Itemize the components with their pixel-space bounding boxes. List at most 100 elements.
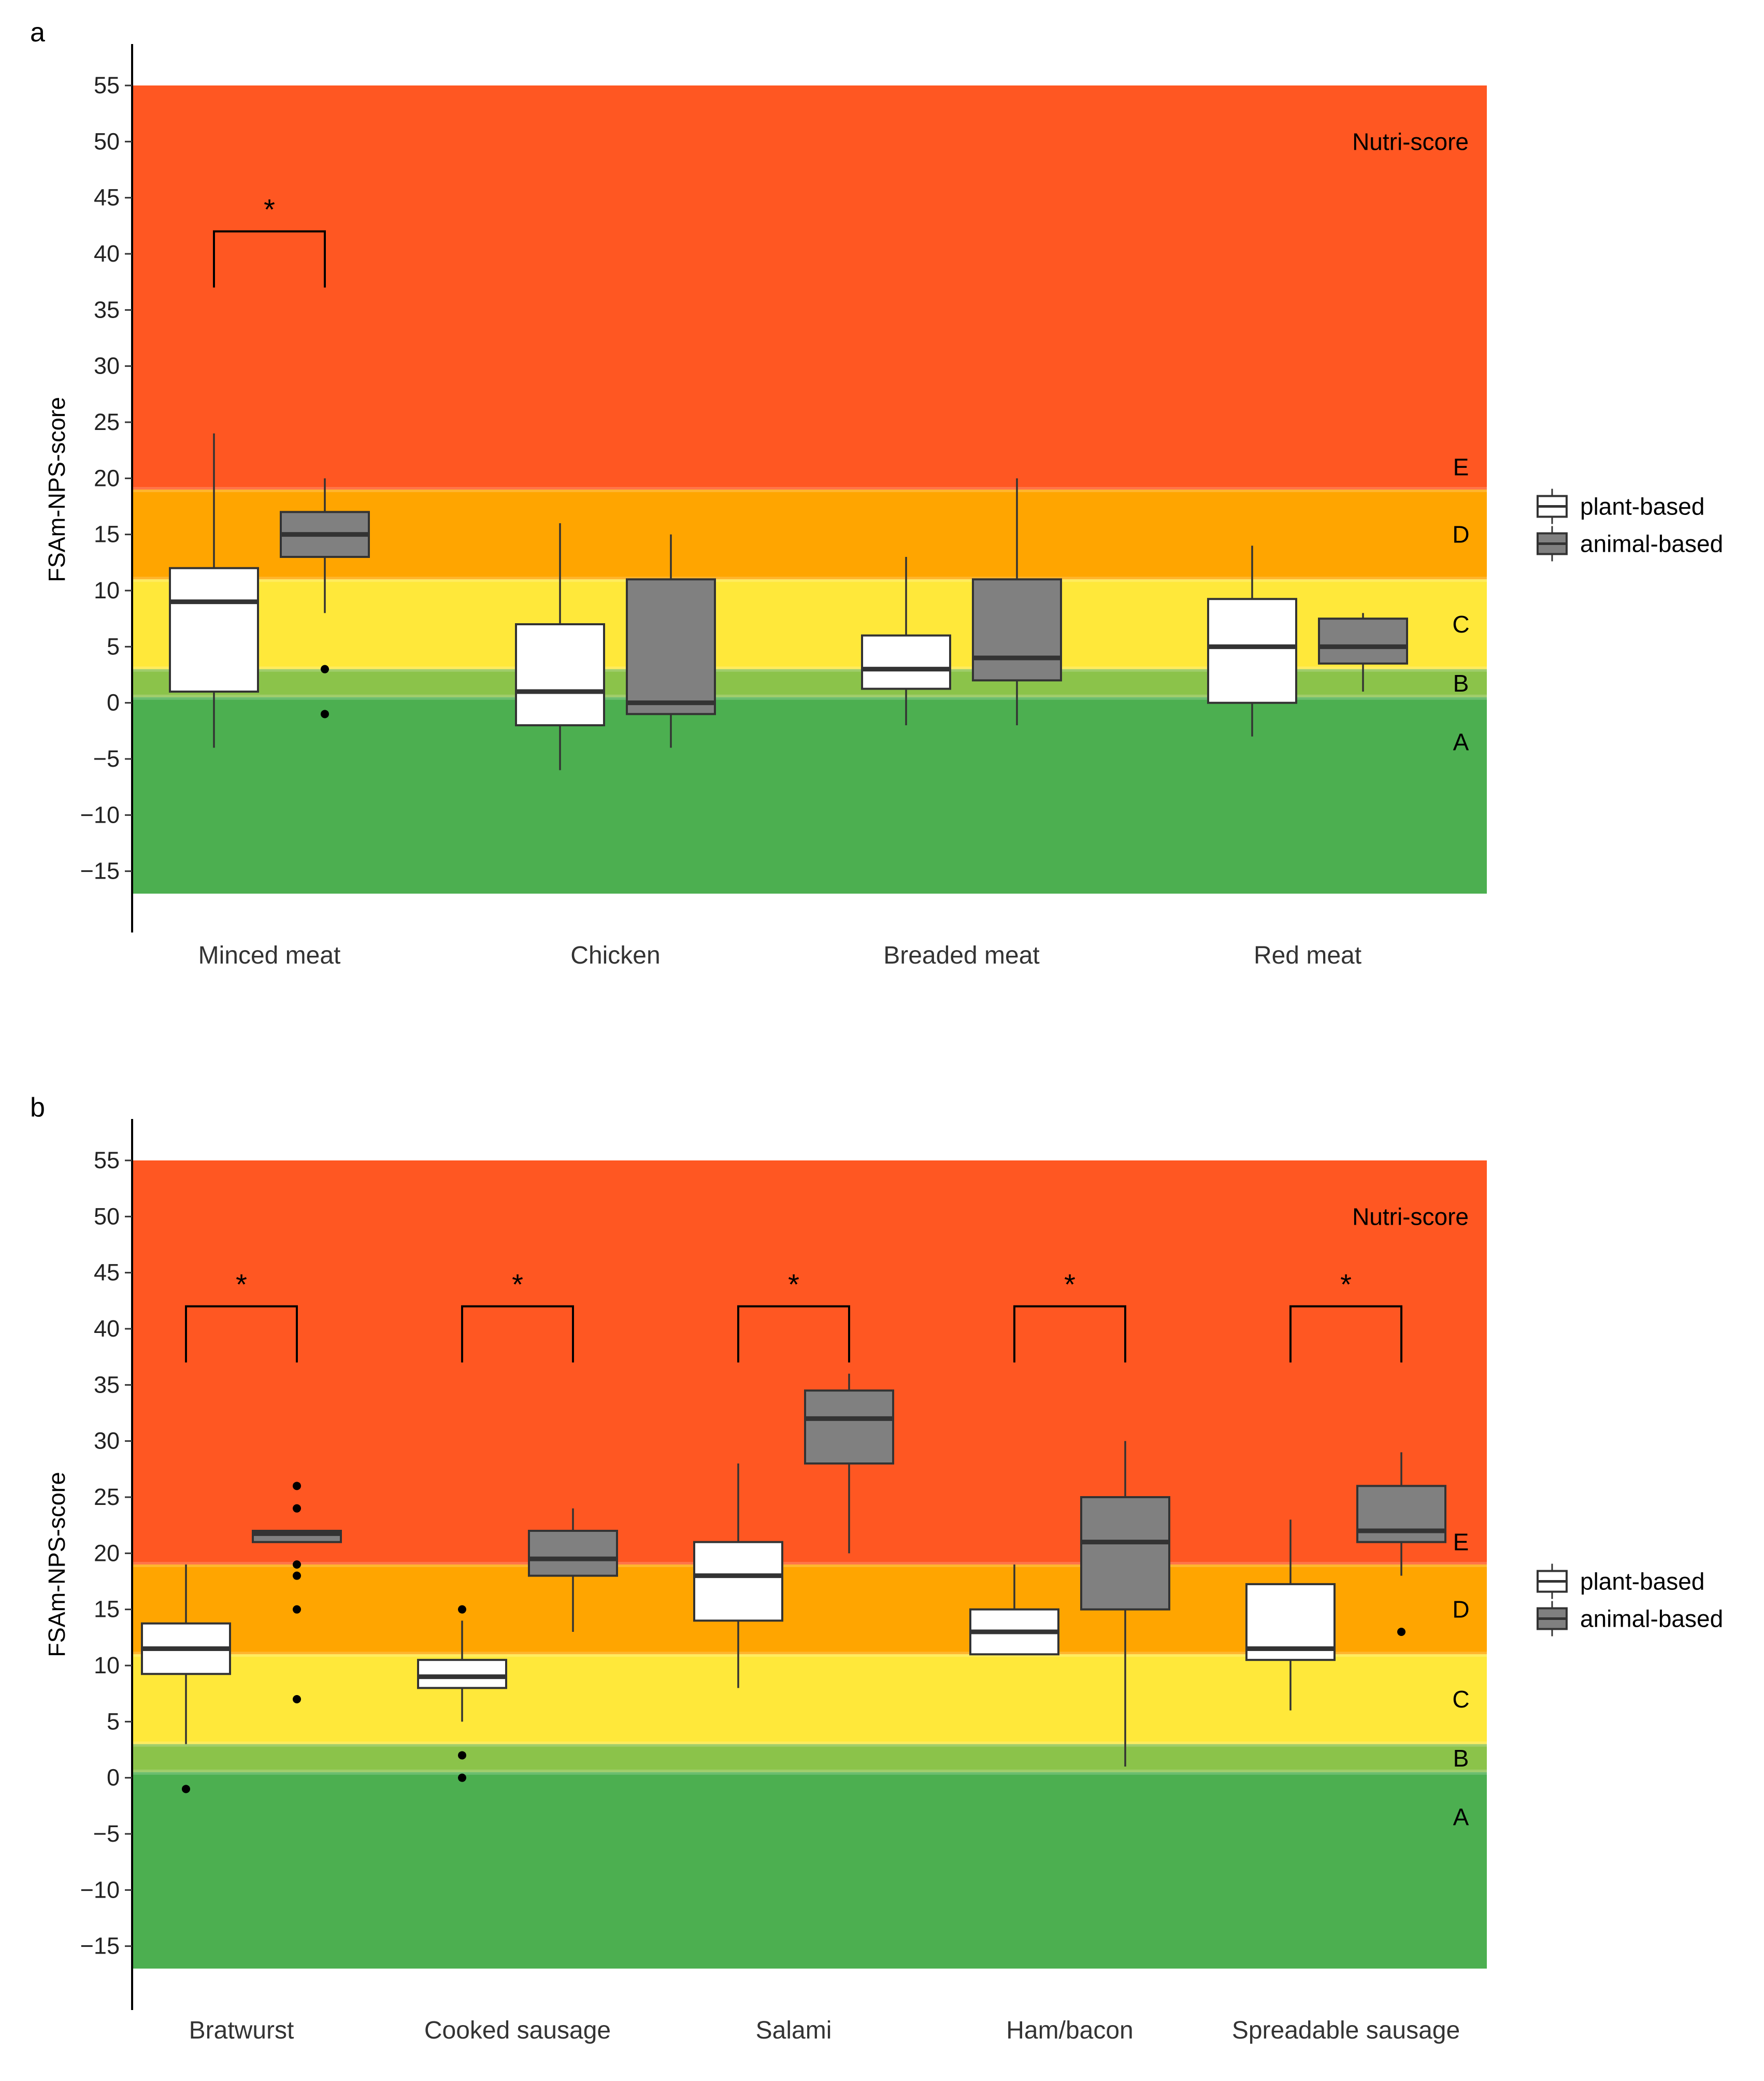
y-tick-label: −10 bbox=[80, 801, 120, 828]
box-iqr bbox=[515, 623, 605, 726]
outlier-point bbox=[1397, 1628, 1406, 1636]
box-animal-based-1 bbox=[528, 1508, 618, 1632]
box-animal-based-2 bbox=[804, 1373, 894, 1554]
nutri-band-a bbox=[132, 697, 1487, 894]
band-separator bbox=[132, 1741, 1487, 1747]
nutri-band-c bbox=[132, 1654, 1487, 1744]
outlier-point bbox=[293, 1605, 301, 1614]
box-animal-based-3 bbox=[1318, 613, 1408, 692]
y-tick-label: 35 bbox=[94, 296, 120, 323]
bracket-line bbox=[461, 1305, 574, 1362]
panel-b: bNutri-scoreEDCBA5550454035302520151050−… bbox=[30, 1093, 1723, 2044]
y-tick-label: −5 bbox=[93, 745, 120, 772]
y-tick-label: 40 bbox=[94, 1315, 120, 1342]
y-axis-title: FSAm-NPS-score bbox=[44, 397, 70, 582]
nutri-score-title: Nutri-score bbox=[1352, 128, 1469, 155]
box-animal-based-1 bbox=[626, 534, 716, 748]
box-iqr bbox=[417, 1659, 507, 1689]
panel-label: b bbox=[30, 1093, 45, 1123]
outlier-point bbox=[293, 1560, 301, 1569]
band-separator bbox=[132, 1769, 1487, 1775]
grade-label-a: A bbox=[1453, 729, 1469, 756]
x-category-label: Cooked sausage bbox=[424, 2017, 611, 2044]
box-plant-based-3 bbox=[1207, 546, 1297, 737]
y-tick-label: −10 bbox=[80, 1876, 120, 1903]
significance-bracket: * bbox=[1289, 1268, 1402, 1362]
box-iqr bbox=[972, 578, 1062, 682]
y-tick-label: 25 bbox=[94, 409, 120, 435]
legend-item-animal-based: animal-based bbox=[1537, 1601, 1723, 1637]
grade-label-d: D bbox=[1452, 1596, 1469, 1623]
significance-bracket: * bbox=[737, 1268, 850, 1362]
box-animal-based-0 bbox=[280, 478, 370, 719]
y-tick-label: 50 bbox=[94, 128, 120, 154]
box-plant-based-4 bbox=[1245, 1519, 1336, 1711]
x-category-label: Ham/bacon bbox=[1006, 2017, 1133, 2044]
box-iqr bbox=[1207, 598, 1297, 704]
outlier-point bbox=[293, 1571, 301, 1580]
grade-label-b: B bbox=[1453, 1745, 1469, 1772]
y-tick-label: 20 bbox=[94, 1540, 120, 1566]
y-tick-label: 55 bbox=[94, 1147, 120, 1173]
y-axis-title: FSAm-NPS-score bbox=[44, 1472, 70, 1657]
x-category-label: Salami bbox=[756, 2017, 832, 2044]
y-tick-label: 20 bbox=[94, 465, 120, 491]
legend-label: animal-based bbox=[1580, 1605, 1723, 1632]
outlier-point bbox=[321, 710, 329, 719]
y-tick-label: 50 bbox=[94, 1203, 120, 1229]
y-tick-label: 15 bbox=[94, 1596, 120, 1623]
box-plant-based-1 bbox=[515, 523, 605, 770]
bracket-line bbox=[737, 1305, 850, 1362]
bracket-line bbox=[213, 230, 326, 288]
box-iqr bbox=[693, 1541, 783, 1622]
significance-star: * bbox=[512, 1268, 523, 1300]
y-tick-label: −5 bbox=[93, 1820, 120, 1847]
x-category-label: Breaded meat bbox=[883, 942, 1040, 969]
y-tick-label: 0 bbox=[107, 1764, 120, 1791]
band-separator bbox=[132, 694, 1487, 700]
legend-item-plant-based: plant-based bbox=[1537, 489, 1704, 524]
box-iqr bbox=[626, 578, 716, 715]
grade-label-d: D bbox=[1452, 521, 1469, 548]
outlier-point bbox=[321, 665, 329, 673]
y-tick-label: −15 bbox=[80, 1933, 120, 1959]
x-category-label: Minced meat bbox=[198, 942, 341, 969]
significance-star: * bbox=[264, 193, 275, 225]
box-plant-based-0 bbox=[141, 1565, 231, 1793]
grade-label-c: C bbox=[1452, 611, 1469, 638]
panel-label: a bbox=[30, 18, 45, 48]
box-plant-based-0 bbox=[169, 433, 259, 748]
nutri-band-b bbox=[132, 1744, 1487, 1772]
grade-label-c: C bbox=[1452, 1686, 1469, 1713]
y-tick-label: 15 bbox=[94, 521, 120, 548]
bracket-line bbox=[185, 1305, 298, 1362]
y-tick-label: 5 bbox=[107, 633, 120, 659]
nutri-band-e bbox=[132, 85, 1487, 490]
significance-bracket: * bbox=[213, 193, 326, 288]
y-tick-label: −15 bbox=[80, 858, 120, 884]
outlier-point bbox=[458, 1773, 466, 1782]
y-tick-label: 0 bbox=[107, 690, 120, 716]
nutri-band-e bbox=[132, 1160, 1487, 1565]
y-tick-label: 10 bbox=[94, 1652, 120, 1678]
bracket-line bbox=[1013, 1305, 1126, 1362]
legend-label: animal-based bbox=[1580, 530, 1723, 557]
grade-label-e: E bbox=[1453, 1529, 1469, 1556]
box-iqr bbox=[528, 1530, 618, 1577]
box-animal-based-3 bbox=[1080, 1441, 1170, 1767]
y-tick-label: 25 bbox=[94, 1484, 120, 1510]
band-separator bbox=[132, 666, 1487, 672]
x-category-label: Red meat bbox=[1254, 942, 1361, 969]
y-tick-label: 10 bbox=[94, 577, 120, 604]
box-iqr bbox=[169, 567, 259, 693]
legend-label: plant-based bbox=[1580, 493, 1704, 520]
box-iqr bbox=[1080, 1496, 1170, 1611]
outlier-point bbox=[182, 1785, 190, 1793]
legend-item-animal-based: animal-based bbox=[1537, 526, 1723, 562]
grade-label-e: E bbox=[1453, 454, 1469, 481]
y-tick-label: 55 bbox=[94, 72, 120, 98]
y-tick-label: 30 bbox=[94, 1428, 120, 1454]
band-separator bbox=[132, 1562, 1487, 1567]
band-separator bbox=[132, 1652, 1487, 1657]
